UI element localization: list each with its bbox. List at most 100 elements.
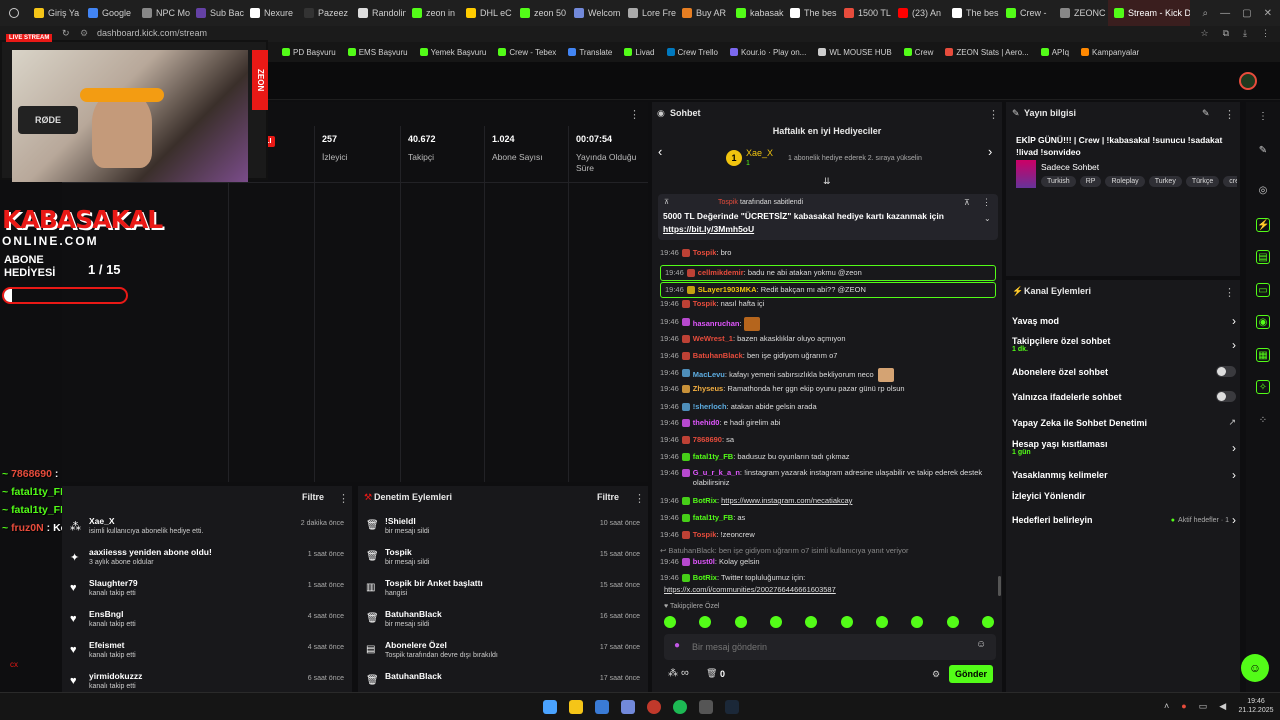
emoji-icon[interactable]: ☺ bbox=[976, 639, 987, 650]
browser-tab[interactable]: 1500 TL bbox=[838, 0, 892, 26]
moderation-item[interactable]: ▥ Tospik bir Anket başlattı hangisi 15 saat… bbox=[358, 576, 648, 606]
browser-tab[interactable]: (23) An bbox=[892, 0, 946, 26]
chat-message[interactable]: 19:46 MacLevu: kafayı yemeni sabırsızlıkl… bbox=[660, 368, 996, 382]
moderation-item[interactable]: 🗑 Tospik bir mesajı sildi 15 saat önce bbox=[358, 545, 648, 575]
start-icon[interactable] bbox=[543, 700, 557, 714]
moderation-filter-button[interactable]: Filtre bbox=[597, 492, 620, 502]
send-button[interactable]: Gönder bbox=[949, 665, 993, 683]
chat-message[interactable]: 19:46 BotRix: https://www.instagram.com/n… bbox=[660, 496, 996, 506]
spotify-icon[interactable] bbox=[673, 700, 687, 714]
reload-icon[interactable]: ↻ bbox=[62, 28, 70, 38]
moderation-menu-icon[interactable]: ⋮ bbox=[634, 493, 645, 505]
avatar[interactable] bbox=[1239, 72, 1257, 90]
tag-chip[interactable]: Turkey bbox=[1148, 176, 1182, 187]
chat-user[interactable]: Tospik bbox=[692, 248, 717, 257]
chat-user[interactable]: thehid0 bbox=[692, 418, 720, 427]
mic-icon[interactable]: ● bbox=[674, 640, 681, 651]
moderation-item[interactable]: 🗑 BatuhanBlack bir mesajı sildi 16 saat önc… bbox=[358, 607, 648, 637]
browser-tab[interactable]: Lore Fre bbox=[622, 0, 676, 26]
bookmark-item[interactable]: Crew - Tebex bbox=[498, 48, 556, 57]
chat-user[interactable]: !sherloch bbox=[692, 402, 727, 411]
edit-icon[interactable]: ✎ bbox=[1202, 108, 1210, 118]
minimize-icon[interactable]: — bbox=[1220, 7, 1231, 19]
channel-action-row[interactable]: Hesap yaşı kısıtlaması 1 gün › bbox=[1012, 439, 1236, 456]
channel-action-row[interactable]: Yavaş mod › bbox=[1012, 314, 1236, 328]
emote-icon[interactable] bbox=[734, 616, 747, 628]
chat-settings-icon[interactable]: ⚙ bbox=[932, 669, 941, 679]
chat-user[interactable]: BotRix bbox=[692, 496, 717, 505]
emote-icon[interactable] bbox=[840, 616, 853, 628]
layout-icon[interactable]: ▦ bbox=[1256, 348, 1270, 362]
tag-chip[interactable]: RP bbox=[1079, 176, 1102, 187]
close-window-icon[interactable]: ✕ bbox=[1263, 7, 1272, 19]
chat-user[interactable]: WeWrest_1 bbox=[692, 334, 733, 343]
chat-user[interactable]: fatal1ty_FB bbox=[692, 513, 734, 522]
chat-user[interactable]: Tospik bbox=[692, 530, 717, 539]
category-name[interactable]: Sadece Sohbet bbox=[1041, 162, 1100, 172]
stats-menu-icon[interactable]: ⋮ bbox=[629, 109, 640, 121]
chat-user[interactable]: BotRix bbox=[692, 573, 717, 582]
browser-tab[interactable]: ZEONC bbox=[1054, 0, 1108, 26]
pinned-menu-icon[interactable]: ⋮ bbox=[982, 197, 991, 207]
bookmark-item[interactable]: Kampanyalar bbox=[1081, 48, 1139, 57]
prev-gifter-icon[interactable]: ‹ bbox=[658, 144, 663, 159]
discord-icon[interactable] bbox=[621, 700, 635, 714]
apps-icon[interactable]: ⁘ bbox=[1258, 415, 1268, 426]
browser-tab[interactable]: The bes bbox=[946, 0, 1000, 26]
browser-tab[interactable]: Buy AR bbox=[676, 0, 730, 26]
scroll-down-icon[interactable]: ⇊ bbox=[823, 176, 831, 186]
emote-icon[interactable] bbox=[981, 616, 994, 628]
browser-tab[interactable]: DHL eC bbox=[460, 0, 514, 26]
chat-user[interactable]: cellmikdemir bbox=[697, 268, 744, 277]
tray-expand-icon[interactable]: ˄ bbox=[1164, 701, 1170, 711]
browser-tab[interactable]: Stream - Kick D bbox=[1108, 0, 1190, 26]
chat-message[interactable]: 19:46 SLayer1903MKA: Redit bakçan mı abi?… bbox=[660, 282, 996, 298]
activity-item[interactable]: ♥ EnsBngl kanalı takip etti 4 saat önce bbox=[62, 607, 352, 637]
emote-icon[interactable] bbox=[875, 616, 888, 628]
mic-tray-icon[interactable]: ● bbox=[1181, 701, 1187, 711]
chat-message[interactable]: 19:46 BatuhanBlack: ben işe gidiyom uğrar… bbox=[660, 351, 996, 361]
toggle-switch[interactable] bbox=[1216, 391, 1236, 402]
top-gifter-name[interactable]: Xae_X bbox=[746, 148, 774, 158]
bookmark-item[interactable]: Yemek Başvuru bbox=[419, 48, 486, 57]
bookmark-item[interactable]: Livad bbox=[624, 48, 655, 57]
bookmark-item[interactable]: Crew bbox=[903, 48, 933, 57]
opera-icon[interactable] bbox=[647, 700, 661, 714]
channel-action-row[interactable]: Yasaklanmış kelimeler › bbox=[1012, 468, 1236, 482]
bookmark-item[interactable]: Crew Trello bbox=[666, 48, 718, 57]
browser-menu-icon[interactable] bbox=[0, 0, 28, 26]
chat-message[interactable]: 19:46 thehid0: e hadi girelim abi bbox=[660, 418, 996, 428]
tag-chip[interactable]: Turkish bbox=[1041, 176, 1076, 187]
bookmark-item[interactable]: Kour.io · Play on... bbox=[729, 48, 806, 57]
browser-tab[interactable]: The bes bbox=[784, 0, 838, 26]
channel-action-row[interactable]: Takipçilere özel sohbet 1 dk. › bbox=[1012, 336, 1236, 353]
moderation-item[interactable]: ▤ Abonelere Özel Tospik tarafından devre d… bbox=[358, 638, 648, 668]
bookmark-item[interactable]: APIq bbox=[1040, 48, 1069, 57]
chat-icon[interactable]: ▭ bbox=[1256, 283, 1270, 297]
tools-icon[interactable]: ✧ bbox=[1256, 380, 1270, 394]
network-icon[interactable]: ▭ bbox=[1198, 701, 1208, 711]
site-info-icon[interactable]: ⚙ bbox=[80, 28, 89, 38]
chat-user[interactable]: bust0l bbox=[692, 557, 715, 566]
chat-user[interactable]: fatal1ty_FB bbox=[692, 452, 734, 461]
activity-item[interactable]: ♥ yirmidokuzzz kanalı takip etti 6 saat önc… bbox=[62, 669, 352, 699]
pinned-link[interactable]: https://bit.ly/3Mmh5oU bbox=[663, 224, 755, 234]
clock[interactable]: 19:46 21.12.2025 bbox=[1234, 697, 1278, 715]
emote-icon[interactable] bbox=[805, 616, 818, 628]
toggle-switch[interactable] bbox=[1216, 366, 1236, 377]
browser-tab[interactable]: Crew - bbox=[1000, 0, 1054, 26]
browser-tab[interactable]: Nexure bbox=[244, 0, 298, 26]
chat-message[interactable]: 19:46 fatal1ty_FB: as bbox=[660, 513, 996, 523]
chat-message[interactable]: 19:46 Tospik: !zeoncrew bbox=[660, 530, 996, 540]
chat-user[interactable]: hasanruchan bbox=[692, 318, 740, 328]
channel-action-row[interactable]: İzleyici Yönlendir bbox=[1012, 491, 1236, 501]
activity-filter-button[interactable]: Filtre bbox=[302, 492, 325, 502]
chat-message[interactable]: 19:46 bust0l: Kolay gelsin bbox=[660, 557, 996, 567]
explorer-icon[interactable] bbox=[569, 700, 583, 714]
url-input[interactable]: dashboard.kick.com/stream bbox=[97, 28, 208, 38]
bookmark-item[interactable]: EMS Başvuru bbox=[347, 48, 408, 57]
chat-message[interactable]: 19:46 Tospik: bro bbox=[660, 248, 996, 258]
emote-icon[interactable] bbox=[946, 616, 959, 628]
emote-icon[interactable] bbox=[769, 616, 782, 628]
chat-user[interactable]: Tospik bbox=[692, 299, 717, 308]
